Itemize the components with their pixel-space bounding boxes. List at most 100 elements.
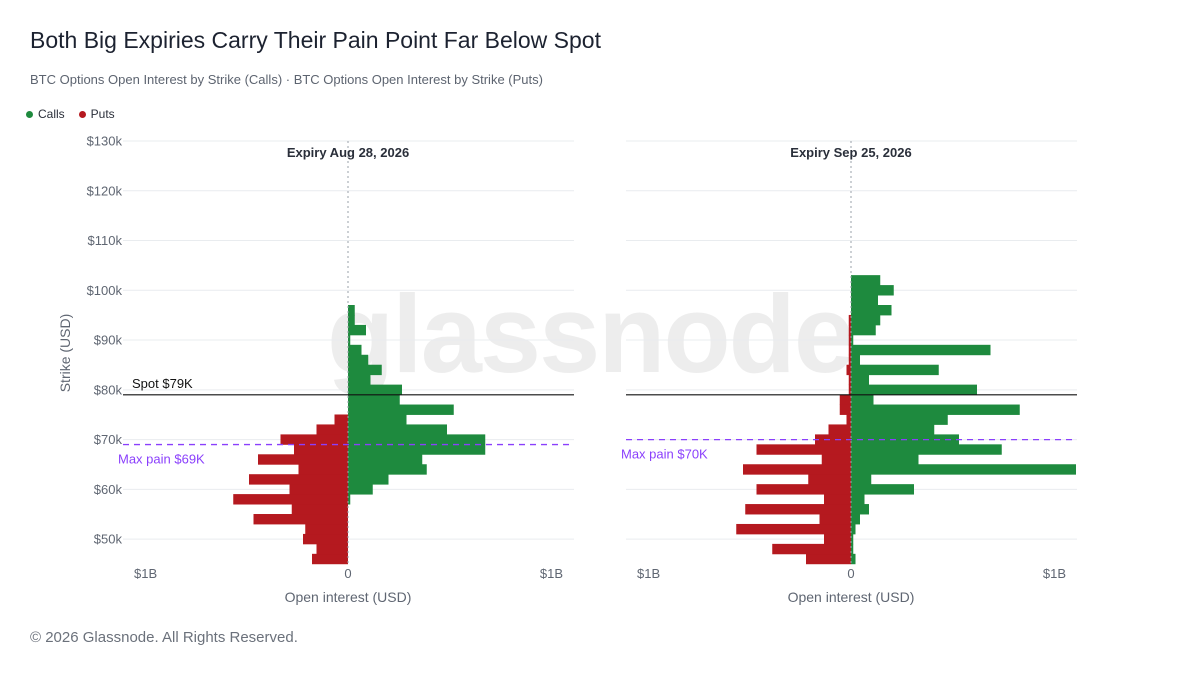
call-bar [348,344,362,356]
call-bar [851,414,948,425]
put-bar [745,504,851,515]
call-bar [851,354,860,366]
call-bar [851,344,991,356]
call-bar [851,374,869,386]
put-bar [280,434,348,445]
put-bar [806,553,851,565]
call-bar [851,444,1002,455]
call-bar [851,384,977,396]
put-bar [303,533,348,545]
puts-dot-icon [78,110,86,118]
put-bar [848,324,851,336]
call-bar [851,305,892,316]
put-bar [821,454,851,465]
call-bar [348,314,355,326]
call-bar [851,404,1020,415]
y-tick-label: $60k [94,482,123,497]
page-title: Both Big Expiries Carry Their Pain Point… [30,27,601,53]
x-tick-label: 0 [344,566,351,581]
y-tick-label: $110k [88,233,123,248]
call-bar [348,394,400,405]
put-bar [305,523,348,535]
put-bar [289,484,348,495]
put-bar [253,514,348,525]
page-subtitle: BTC Options Open Interest by Strike (Cal… [30,72,543,87]
call-bar [348,404,454,415]
put-bar [839,394,851,405]
put-bar [249,474,348,485]
put-bar [808,474,851,485]
put-bar [828,424,851,435]
panel-title: Expiry Aug 28, 2026 [287,145,409,160]
put-bar [233,494,348,505]
call-bar [851,275,881,286]
x-tick-label: $1B [134,566,157,581]
call-bar [851,523,856,535]
legend-label-puts: Puts [90,107,115,121]
call-bar [348,454,423,465]
put-bar [312,553,348,565]
put-bar [824,533,851,545]
call-bar [851,494,865,505]
y-tick-label: $90k [94,333,123,348]
call-bar [851,464,1076,475]
call-bar [348,444,486,455]
put-bar [815,434,851,445]
call-bar [348,384,402,396]
put-bar [848,334,851,346]
call-bar [851,334,854,346]
call-bar [851,543,854,555]
put-bar [846,364,851,376]
put-bar [848,374,851,386]
call-bar [348,324,366,336]
put-bar [824,494,851,505]
call-bar [348,494,351,505]
watermark-logo: glassnode [327,273,853,396]
x-tick-label: $1B [540,566,563,581]
y-axis-title: Strike (USD) [57,314,73,393]
x-axis-title: Open interest (USD) [285,589,412,605]
put-bar [334,414,348,425]
put-bar [848,314,851,326]
call-bar [851,533,854,545]
put-bar [839,404,851,415]
call-bar [851,324,876,336]
put-bar [743,464,851,475]
call-bar [348,424,447,435]
call-bar [348,464,427,475]
call-bar [348,484,373,495]
call-bar [348,414,407,425]
call-bar [348,354,369,366]
x-tick-label: $1B [1043,566,1066,581]
x-axis-title: Open interest (USD) [788,589,915,605]
call-bar [851,364,939,376]
put-bar [316,424,348,435]
put-bar [756,484,851,495]
call-bar [851,394,874,405]
put-bar [258,454,348,465]
put-bar [772,543,851,555]
legend-item-calls[interactable]: Calls [26,107,65,121]
y-tick-label: $100k [87,283,123,298]
call-bar [348,334,351,346]
y-tick-label: $120k [87,183,123,198]
put-bar [756,444,851,455]
call-bar [348,305,355,316]
legend-label-calls: Calls [38,107,65,121]
panel-title: Expiry Sep 25, 2026 [790,145,911,160]
put-bar [819,514,851,525]
x-tick-label: $1B [637,566,660,581]
put-bar [316,543,348,555]
call-bar [851,295,878,306]
call-bar [851,514,860,525]
call-bar [851,424,935,435]
put-bar [291,504,348,515]
put-bar [294,444,348,455]
put-bar [848,344,851,356]
put-bar [848,384,851,396]
x-tick-label: 0 [847,566,854,581]
put-bar [846,414,851,425]
legend-item-puts[interactable]: Puts [78,107,115,121]
y-tick-label: $80k [94,382,123,397]
